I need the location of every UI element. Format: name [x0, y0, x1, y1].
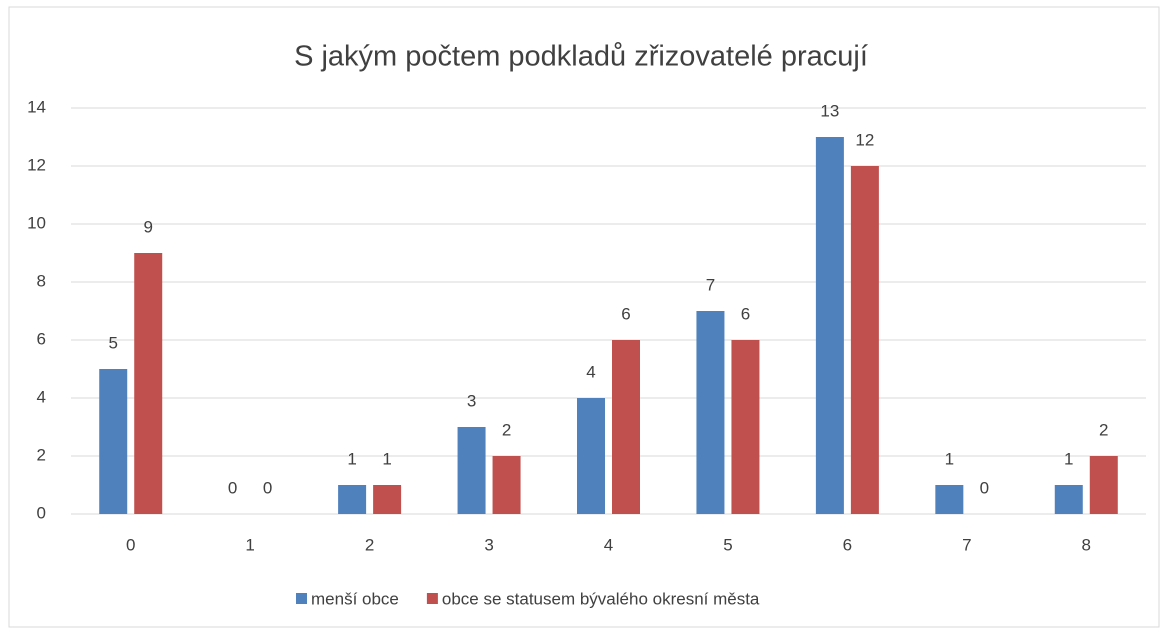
x-tick-label: 0 [126, 535, 135, 554]
data-label: 12 [855, 130, 874, 149]
bar [338, 485, 367, 514]
x-tick-label: 8 [1082, 535, 1091, 554]
x-tick-label: 3 [484, 535, 493, 554]
chart-title: S jakým počtem podkladů zřizovatelé prac… [294, 41, 868, 73]
data-label: 6 [741, 304, 750, 323]
x-tick-label: 6 [843, 535, 852, 554]
bar [99, 369, 128, 514]
bar [134, 253, 163, 514]
bar [935, 485, 964, 514]
x-tick-label: 2 [365, 535, 374, 554]
x-tick-label: 7 [962, 535, 971, 554]
bar [577, 398, 605, 514]
y-tick-label: 12 [27, 155, 46, 174]
data-label: 4 [586, 362, 595, 381]
y-tick-label: 10 [27, 213, 46, 232]
data-label: 1 [382, 449, 391, 468]
bar [850, 166, 879, 514]
bar [815, 137, 844, 514]
y-tick-label: 0 [37, 503, 46, 522]
data-label: 1 [347, 449, 356, 468]
data-label: 5 [108, 333, 117, 352]
data-label: 7 [706, 275, 715, 294]
y-tick-label: 8 [37, 271, 46, 290]
bar [731, 340, 760, 514]
x-tick-label: 1 [245, 535, 254, 554]
data-label: 2 [1099, 420, 1108, 439]
data-label: 0 [228, 478, 237, 497]
x-tick-label: 4 [604, 535, 613, 554]
y-tick-label: 6 [37, 329, 46, 348]
bar [1054, 485, 1083, 514]
data-label: 6 [621, 304, 630, 323]
data-label: 2 [502, 420, 511, 439]
bar [696, 311, 725, 514]
y-tick-label: 2 [37, 445, 46, 464]
bar [457, 427, 486, 514]
data-label: 13 [820, 101, 839, 120]
data-label: 9 [143, 217, 152, 236]
chart-frame [8, 6, 1160, 628]
legend-swatch [296, 593, 307, 604]
legend-swatch [426, 593, 438, 604]
data-label: 1 [1064, 449, 1073, 468]
bar [1089, 456, 1118, 514]
data-label: 1 [945, 449, 954, 468]
bar [612, 340, 640, 514]
bar [373, 485, 402, 514]
x-tick-label: 5 [723, 535, 732, 554]
y-tick-label: 4 [37, 387, 46, 406]
data-label: 0 [263, 478, 272, 497]
legend-label: menší obce [311, 589, 399, 608]
legend-label: obce se statusem bývalého okresní města [442, 589, 760, 608]
data-label: 3 [467, 391, 476, 410]
data-label: 0 [980, 478, 989, 497]
y-tick-label: 14 [27, 97, 46, 116]
bar [492, 456, 521, 514]
